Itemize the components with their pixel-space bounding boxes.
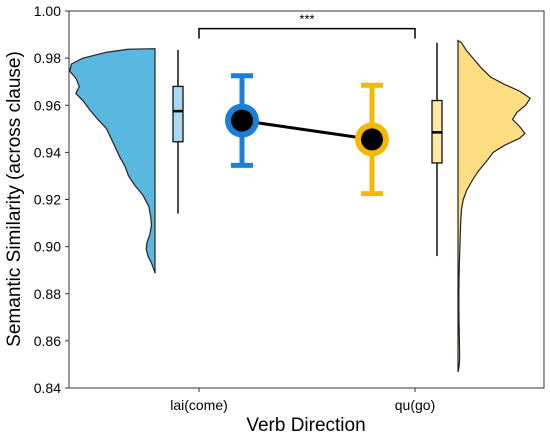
boxplots [172, 42, 443, 257]
y-tick-label: 0.94 [34, 144, 61, 160]
y-tick-label: 0.86 [34, 333, 61, 349]
significance-bracket: *** [198, 12, 416, 39]
boxplot-box-lai [172, 85, 184, 143]
mean-point-qu [361, 128, 383, 151]
y-tick-label: 0.88 [34, 286, 61, 302]
y-tick-label: 0.92 [34, 192, 61, 208]
mean-connector-line [241, 119, 373, 141]
x-axis-title: Verb Direction [246, 415, 365, 436]
density-clouds [68, 39, 531, 373]
density-cloud-qu [457, 39, 531, 373]
y-tick-label: 0.90 [34, 239, 61, 255]
y-axis: 0.84 0.86 0.88 0.90 0.92 0.94 0.96 0.98 1.00 [34, 3, 69, 396]
significance-bracket-line [198, 27, 416, 39]
y-axis-title: Semantic Similarity (across clause) [4, 51, 25, 347]
y-tick-label: 1.00 [34, 3, 61, 19]
y-tick-label: 0.98 [34, 50, 61, 66]
mean-point-lai [231, 109, 253, 132]
y-tick-label: 0.84 [34, 380, 61, 396]
mean-connector [241, 119, 373, 141]
significance-label: *** [299, 12, 314, 27]
x-tick-label: qu(go) [395, 397, 435, 413]
x-tick-label: lai(come) [170, 397, 228, 413]
x-axis: lai(come) qu(go) [170, 388, 435, 413]
mean-points [225, 103, 389, 157]
y-tick-label: 0.96 [34, 97, 61, 113]
density-cloud-lai [68, 48, 156, 274]
